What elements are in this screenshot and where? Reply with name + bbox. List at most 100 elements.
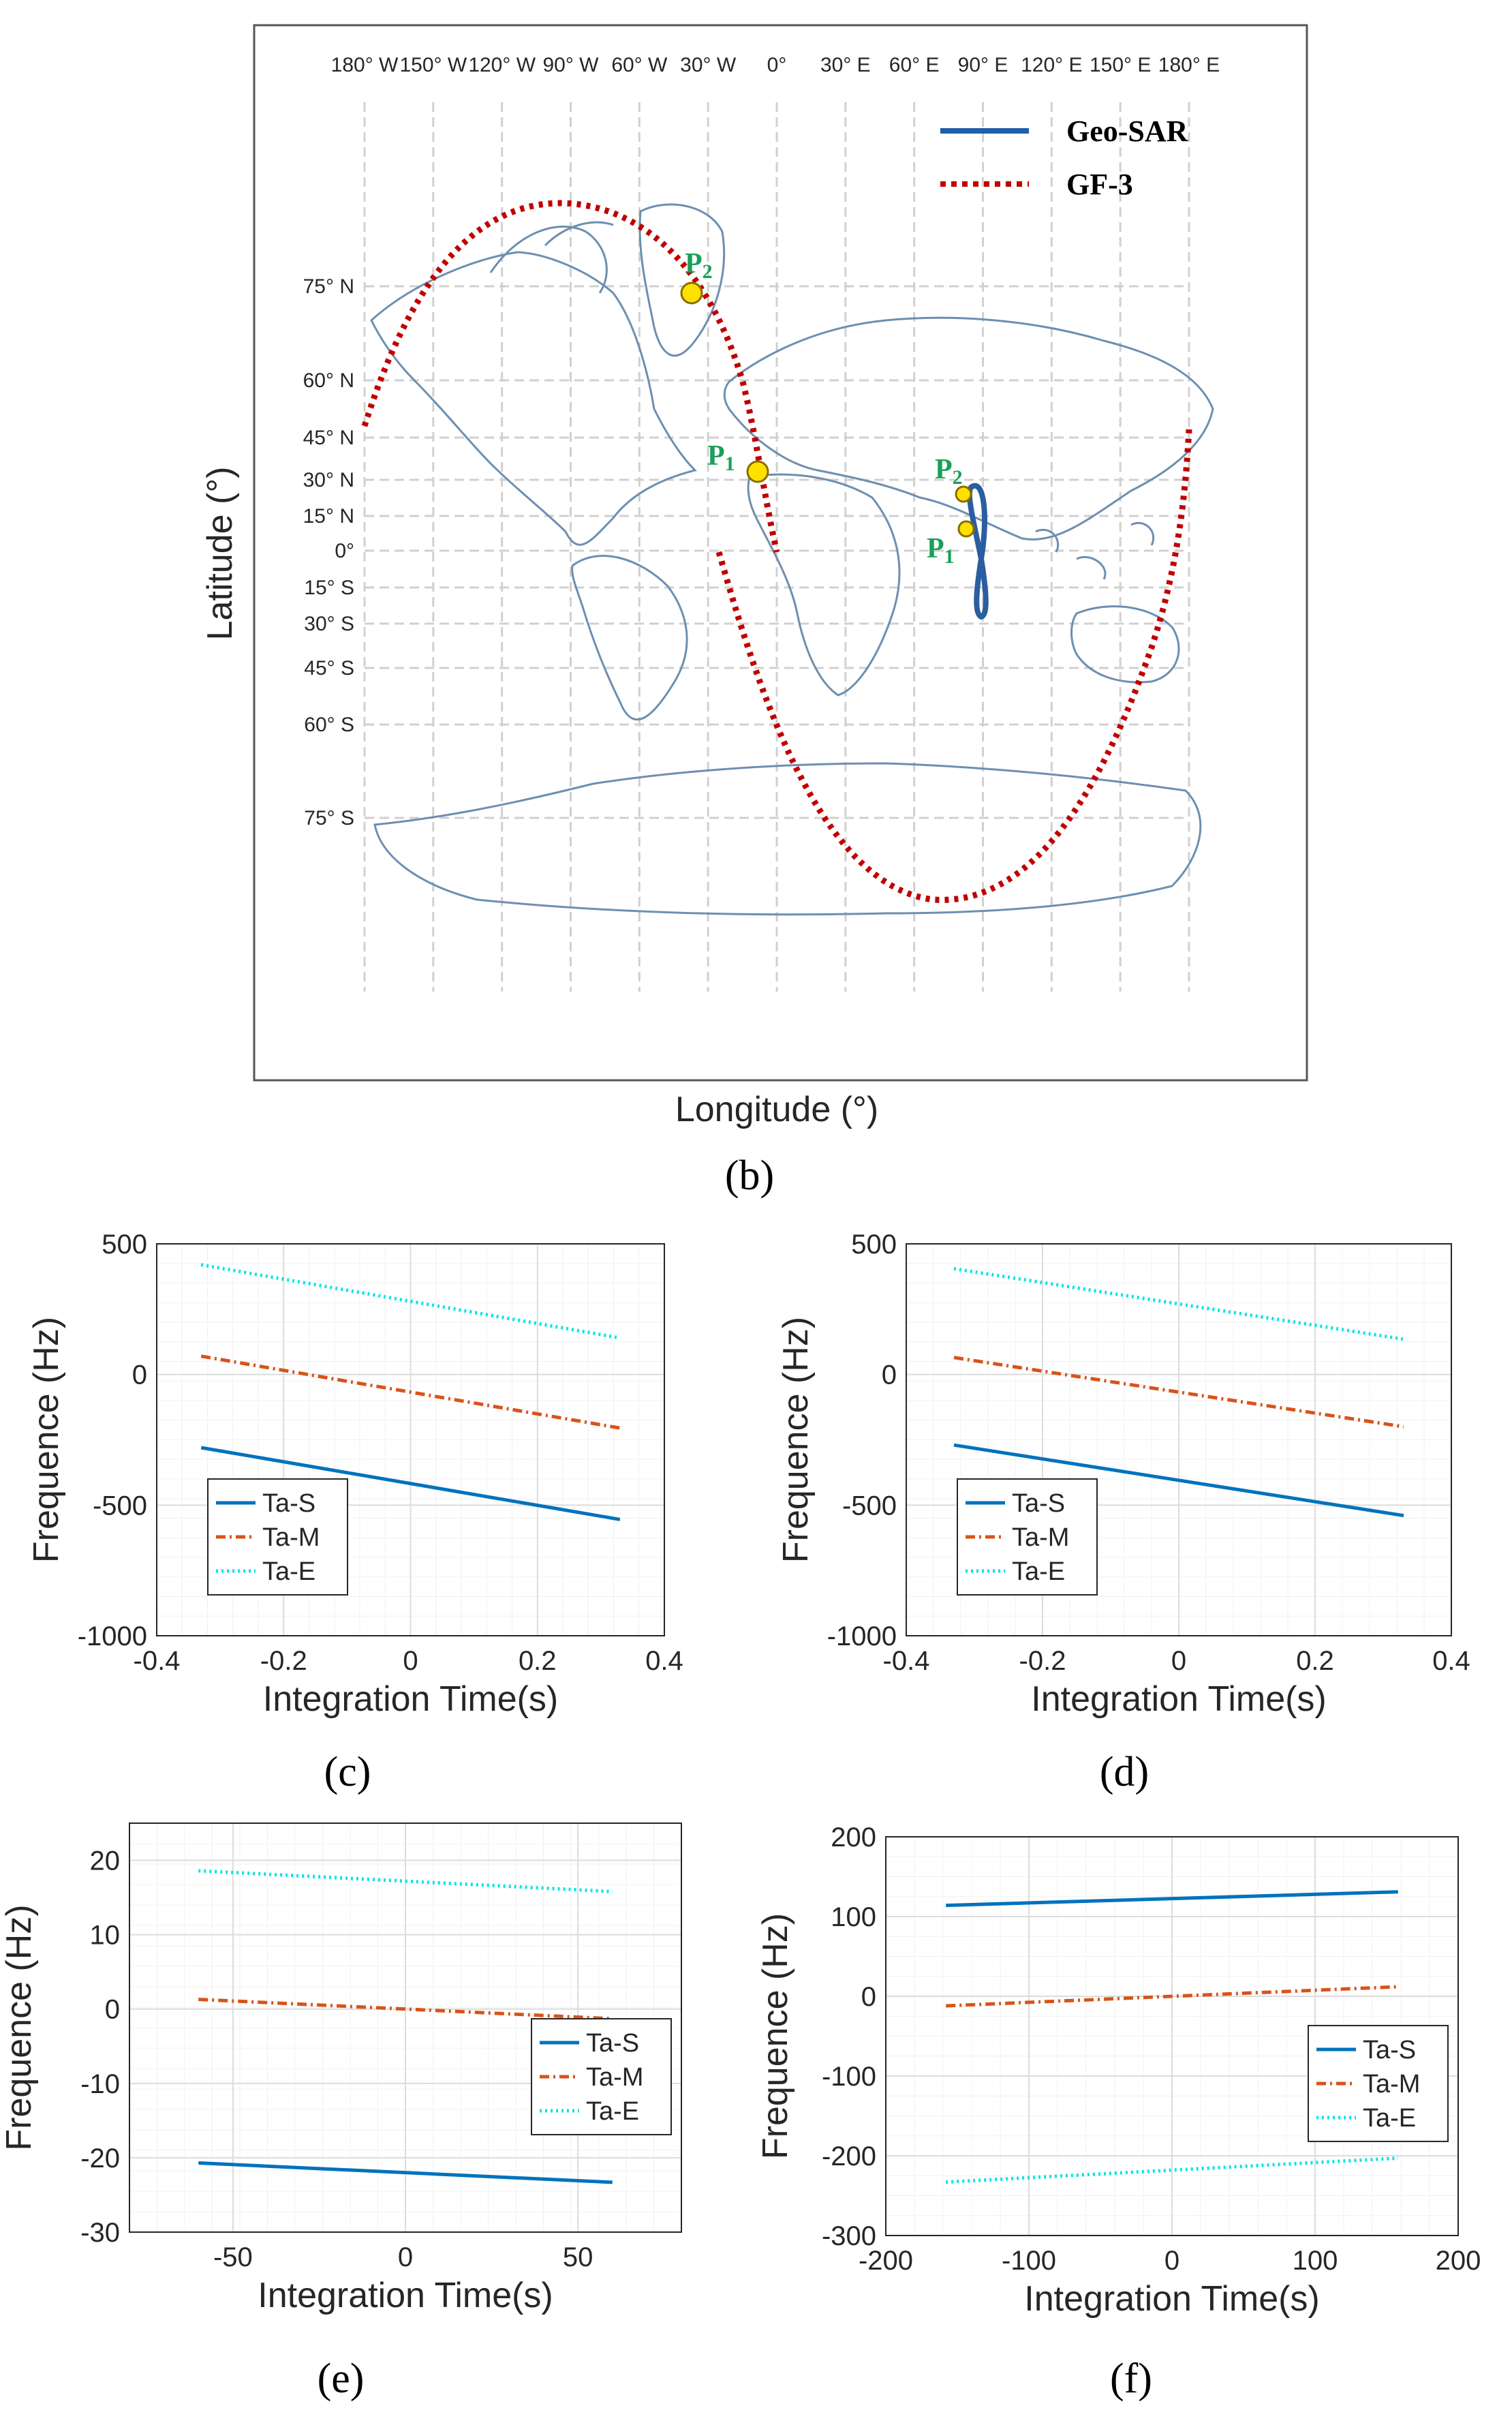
axes-frame xyxy=(885,1836,1459,2236)
map-lon-tick: 180° W xyxy=(331,54,399,76)
series-line-ta-m xyxy=(198,1998,613,2021)
axes-frame xyxy=(906,1243,1452,1636)
map-lat-tick: 45° S xyxy=(304,657,354,680)
map-ylabel: Latitude (°) xyxy=(200,467,240,641)
chart-legend: Ta-S Ta-M Ta-E xyxy=(207,1478,348,1596)
africa-outline xyxy=(747,473,901,697)
x-tick-label: -200 xyxy=(859,2246,913,2276)
series-line-ta-m xyxy=(200,1354,621,1430)
x-tick-label: 0 xyxy=(1171,1646,1186,1676)
x-tick-label: 0.4 xyxy=(645,1646,683,1676)
greenland-outline xyxy=(638,203,726,357)
x-tick-label: 0 xyxy=(403,1646,418,1676)
geosar-track xyxy=(966,483,989,620)
map-lon-tick: 0° xyxy=(767,54,787,76)
legend-label: Ta-M xyxy=(262,1523,320,1552)
y-tick-label: -1000 xyxy=(827,1621,897,1651)
map-point-label: P2 xyxy=(685,248,713,283)
legend-label: Ta-E xyxy=(586,2097,639,2126)
y-tick-label: 200 xyxy=(831,1822,876,1852)
europe-asia-outline xyxy=(723,316,1214,540)
series-line-ta-m xyxy=(946,1985,1398,2008)
axes-frame xyxy=(156,1243,665,1636)
north-america-outline xyxy=(370,251,697,546)
y-axis-label: Frequence (Hz) xyxy=(27,1317,66,1563)
x-tick-label: 200 xyxy=(1436,2246,1481,2276)
y-tick-label: -500 xyxy=(842,1491,897,1521)
map-xlabel: Longitude (°) xyxy=(675,1090,878,1129)
map-point-marker xyxy=(955,485,972,503)
map-lon-tick: 120° E xyxy=(1021,54,1082,76)
x-tick-label: 0 xyxy=(398,2242,413,2272)
y-tick-label: 0 xyxy=(132,1360,147,1390)
axes-frame xyxy=(129,1822,682,2233)
x-tick-label: -50 xyxy=(213,2242,253,2272)
chart-legend: Ta-S Ta-M Ta-E xyxy=(957,1478,1098,1596)
map-lat-tick: 0° xyxy=(335,540,354,562)
x-tick-label: 0.2 xyxy=(1296,1646,1334,1676)
map-lon-tick: 30° E xyxy=(820,54,871,76)
x-axis-label: Integration Time(s) xyxy=(1031,1679,1327,1719)
y-tick-label: 0 xyxy=(861,1982,876,2012)
legend-label: Ta-S xyxy=(1012,1489,1065,1518)
map-lon-tick: 60° E xyxy=(889,54,940,76)
legend-label: Ta-M xyxy=(1012,1523,1069,1552)
legend-label: Ta-E xyxy=(1012,1557,1065,1586)
caption-b: (b) xyxy=(725,1153,774,1199)
chart-e: -50 0 50 -30 -20 -10 0 10 20 Ta-S Ta-M Ta-E Integrat… xyxy=(0,1822,682,2402)
world-coastlines xyxy=(370,203,1214,916)
map-lat-tick: 60° S xyxy=(304,714,354,736)
map-lat-tick: 15° S xyxy=(304,577,354,599)
legend-label: Ta-E xyxy=(262,1557,315,1586)
legend-label: Ta-S xyxy=(1363,2036,1416,2064)
x-axis-label: Integration Time(s) xyxy=(263,1679,559,1719)
x-axis-label: Integration Time(s) xyxy=(1024,2279,1320,2319)
legend-geosar-label: Geo-SAR xyxy=(1066,115,1189,148)
antarctica-outline xyxy=(373,762,1202,916)
series-line-ta-e xyxy=(946,2156,1398,2184)
charts-container: -0.4 -0.2 0 0.2 0.4-1000-5000500Ta-STa-MTa-E… xyxy=(0,1230,1481,2402)
map-point-marker xyxy=(957,520,975,538)
australia-outline xyxy=(1070,605,1180,684)
y-tick-label: 20 xyxy=(90,1846,121,1876)
series-line-ta-s xyxy=(953,1443,1404,1518)
y-tick-label: -500 xyxy=(93,1491,147,1521)
y-axis-label: Frequence (Hz) xyxy=(756,1913,795,2159)
y-tick-label: 100 xyxy=(831,1902,876,1932)
chart-caption: (c) xyxy=(324,1749,371,1795)
map-point-label: P2 xyxy=(935,454,963,489)
map-lon-tick: 120° W xyxy=(468,54,536,76)
y-tick-label: -1000 xyxy=(78,1621,147,1651)
map-panel: 180° W 150° W 120° W 90° W 60° W 30° W 0° 30° E… xyxy=(200,24,1308,1199)
series-line-ta-s xyxy=(200,1446,621,1521)
map-lon-tick: 30° W xyxy=(680,54,737,76)
x-tick-label: -100 xyxy=(1002,2246,1056,2276)
series-line-ta-e xyxy=(198,1869,613,1893)
canada-islands-outline xyxy=(489,221,614,294)
chart-caption: (e) xyxy=(318,2355,365,2402)
legend-label: Ta-M xyxy=(1363,2070,1420,2099)
legend-label: Ta-S xyxy=(262,1489,315,1518)
y-tick-label: 0 xyxy=(105,1995,120,2025)
chart-f: -200 -100 0 100 200-300-200-1000100200Ta-STa… xyxy=(756,1822,1481,2402)
map-point-label: P1 xyxy=(707,440,735,475)
x-tick-label: 0 xyxy=(1164,2246,1179,2276)
y-tick-label: 0 xyxy=(882,1360,897,1390)
chart-legend: Ta-S Ta-M Ta-E xyxy=(531,2018,672,2135)
y-tick-label: 10 xyxy=(90,1921,121,1951)
map-lat-tick: 30° S xyxy=(304,613,354,635)
x-tick-label: 100 xyxy=(1293,2246,1338,2276)
map-lat-tick: 75° N xyxy=(303,275,354,298)
southeast-asia-islands xyxy=(1035,521,1155,580)
map-point-label: P1 xyxy=(927,533,955,568)
map-lon-tick: 90° W xyxy=(542,54,599,76)
chart-caption: (d) xyxy=(1100,1749,1149,1795)
y-axis-label: Frequence (Hz) xyxy=(0,1904,39,2150)
map-lon-tick: 150° E xyxy=(1090,54,1151,76)
y-axis-label: Frequence (Hz) xyxy=(776,1317,816,1563)
map-legend: Geo-SAR GF-3 xyxy=(940,115,1189,201)
gf3-track-south xyxy=(715,429,1192,903)
y-tick-label: 500 xyxy=(102,1230,147,1260)
gf3-track xyxy=(361,200,780,553)
